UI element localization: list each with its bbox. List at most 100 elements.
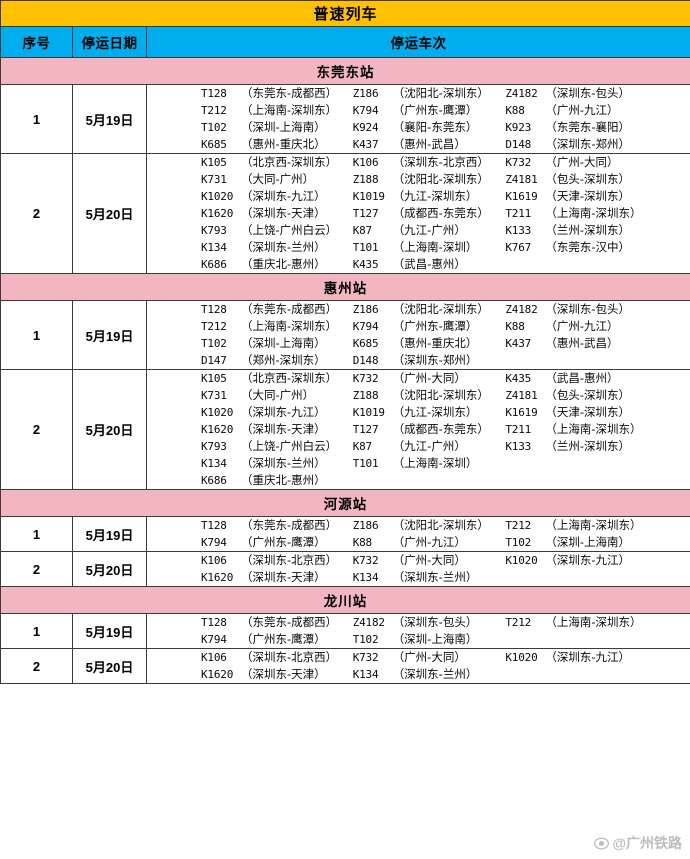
train-route: （上饶-广州白云） (241, 439, 338, 453)
train-entry: K767 （东莞东-汉中） (505, 239, 690, 256)
train-route: （深圳东-天津） (241, 206, 326, 220)
train-number: Z186 (352, 519, 379, 532)
train-number: K106 (201, 651, 227, 664)
train-route: （广州-大同） (545, 155, 619, 169)
train-route: （东莞东-襄阳） (545, 120, 631, 134)
table-row: 1 5月19日 T128 （东莞东-成都西） T212 （上海南-深圳东） T102 （深圳-… (0, 300, 690, 370)
train-entry: Z4182 （深圳东-包头） (505, 301, 690, 318)
train-number: Z186 (352, 303, 379, 316)
train-route: （深圳东-兰州） (392, 667, 478, 681)
train-route: （惠州-武昌） (392, 137, 466, 151)
train-entry: K105 （北京西-深圳东） (201, 370, 353, 387)
train-route: （九江-广州） (392, 439, 466, 453)
train-entry: K793 （上饶-广州白云） (201, 438, 353, 455)
column-header-date: 停运日期 (72, 26, 147, 58)
train-entry: K1020 （深圳东-九江） (201, 404, 353, 421)
train-route: （惠州-武昌） (545, 336, 619, 350)
train-number: K686 (201, 258, 227, 271)
station-header-row: 龙川站 (0, 586, 690, 614)
train-number: K106 (352, 156, 379, 169)
train-number: T212 (505, 616, 532, 629)
train-column: T128 （东莞东-成都西） T212 （上海南-深圳东） T102 （深圳-上海南） K6… (201, 85, 353, 153)
train-entry: T212 （上海南-深圳东） (505, 517, 690, 534)
station-header-row: 惠州站 (0, 273, 690, 301)
train-entry: Z4182 （深圳东-包头） (353, 614, 506, 631)
train-column: K1020 （深圳东-九江） (505, 649, 690, 666)
train-route: （上海南-深圳东） (545, 206, 642, 220)
train-number: K1019 (352, 406, 385, 419)
train-number: K88 (505, 104, 525, 117)
row-date: 5月20日 (72, 551, 147, 587)
train-route: （重庆北-惠州） (241, 257, 326, 271)
watermark-text: @广州铁路 (612, 835, 682, 851)
train-route: （深圳东-包头） (545, 302, 631, 316)
train-number: T101 (352, 457, 379, 470)
train-number: K732 (352, 554, 379, 567)
train-entry: K685 （惠州-重庆北） (201, 136, 353, 153)
train-column: K732 （广州-大同） K134 （深圳东-兰州） (353, 552, 506, 586)
train-number: K435 (505, 372, 532, 385)
train-route: （天津-深圳东） (545, 405, 631, 419)
train-column: Z186 （沈阳北-深圳东） K794 （广州东-鹰潭） K685 （惠州-重庆北） D14… (353, 301, 506, 369)
train-column: K732 （广州-大同） Z4181 （包头-深圳东） K1619 （天津-深圳东） T21… (505, 154, 690, 256)
train-number: K87 (352, 224, 372, 237)
train-entry: K435 （武昌-惠州） (353, 256, 506, 273)
train-column: T212 （上海南-深圳东） (505, 614, 690, 631)
train-number: K794 (201, 536, 227, 549)
train-entry: K732 （广州-大同） (505, 154, 690, 171)
train-route: （沈阳北-深圳东） (392, 302, 489, 316)
train-route: （大同-广州） (241, 172, 315, 186)
train-route: （成都西-东莞东） (392, 422, 489, 436)
train-route: （成都西-东莞东） (392, 206, 489, 220)
train-entry: K731 （大同-广州） (201, 171, 353, 188)
train-route: （九江-深圳东） (392, 405, 478, 419)
train-number: T211 (505, 207, 532, 220)
train-entry: K794 （广州东-鹰潭） (353, 318, 506, 335)
train-number: T102 (201, 121, 227, 134)
train-entry: K1619 （天津-深圳东） (505, 404, 690, 421)
station-name: 河源站 (0, 489, 690, 517)
train-number: K732 (352, 372, 379, 385)
train-entry: T128 （东莞东-成都西） (201, 301, 353, 318)
train-route: （深圳东-郑州） (392, 353, 478, 367)
train-number: Z4182 (352, 616, 385, 629)
train-column: T212 （上海南-深圳东） T102 （深圳-上海南） (505, 517, 690, 551)
row-index: 2 (0, 551, 73, 587)
train-column: Z186 （沈阳北-深圳东） K794 （广州东-鹰潭） K924 （襄阳-东莞东） K43… (353, 85, 506, 153)
train-number: K924 (352, 121, 379, 134)
train-number: K731 (201, 173, 227, 186)
train-route: （惠州-重庆北） (241, 137, 326, 151)
train-route: （深圳东-北京西） (241, 650, 338, 664)
train-route: （上海南-深圳东） (241, 103, 338, 117)
train-entry: K1619 （天津-深圳东） (505, 188, 690, 205)
train-route: （包头-深圳东） (545, 388, 631, 402)
train-route: （兰州-深圳东） (545, 439, 631, 453)
train-column: T128 （东莞东-成都西） K794 （广州东-鹰潭） (201, 614, 353, 648)
train-route: （大同-广州） (241, 388, 315, 402)
train-number: Z4182 (505, 303, 538, 316)
train-number: K1020 (201, 190, 234, 203)
train-entry: T102 （深圳-上海南） (505, 534, 690, 551)
train-column: K105 （北京西-深圳东） K731 （大同-广州） K1020 （深圳东-九江） K16… (201, 154, 353, 273)
train-route: （惠州-重庆北） (392, 336, 478, 350)
train-route: （上海南-深圳东） (545, 422, 642, 436)
weibo-eye-icon (594, 837, 610, 849)
train-entry: T102 （深圳-上海南） (353, 631, 506, 648)
train-number: T128 (201, 87, 227, 100)
table-row: 2 5月20日 K105 （北京西-深圳东） K731 （大同-广州） K1020 （深圳东-… (0, 369, 690, 490)
train-entry: K134 （深圳东-兰州） (353, 569, 506, 586)
train-entry: K133 （兰州-深圳东） (505, 438, 690, 455)
table-body: 普速列车 序号 停运日期 停运车次 东莞东站 1 5月19日 T128 （东莞东-成都西… (0, 0, 690, 684)
train-entry: Z4182 （深圳东-包头） (505, 85, 690, 102)
train-number: D148 (505, 138, 532, 151)
row-train-list: T128 （东莞东-成都西） K794 （广州东-鹰潭） Z186 （沈阳北-深圳东） K8… (146, 516, 690, 552)
train-number: T128 (201, 616, 227, 629)
train-number: T102 (505, 536, 532, 549)
train-route: （广州东-鹰潭） (392, 103, 478, 117)
train-column: T128 （东莞东-成都西） T212 （上海南-深圳东） T102 （深圳-上海南） D1… (201, 301, 353, 369)
train-number: K1020 (505, 651, 538, 664)
train-entry: K731 （大同-广州） (201, 387, 353, 404)
train-entry: K106 （深圳东-北京西） (201, 552, 353, 569)
train-entry: K1620 （深圳东-天津） (201, 666, 353, 683)
train-number: T128 (201, 303, 227, 316)
